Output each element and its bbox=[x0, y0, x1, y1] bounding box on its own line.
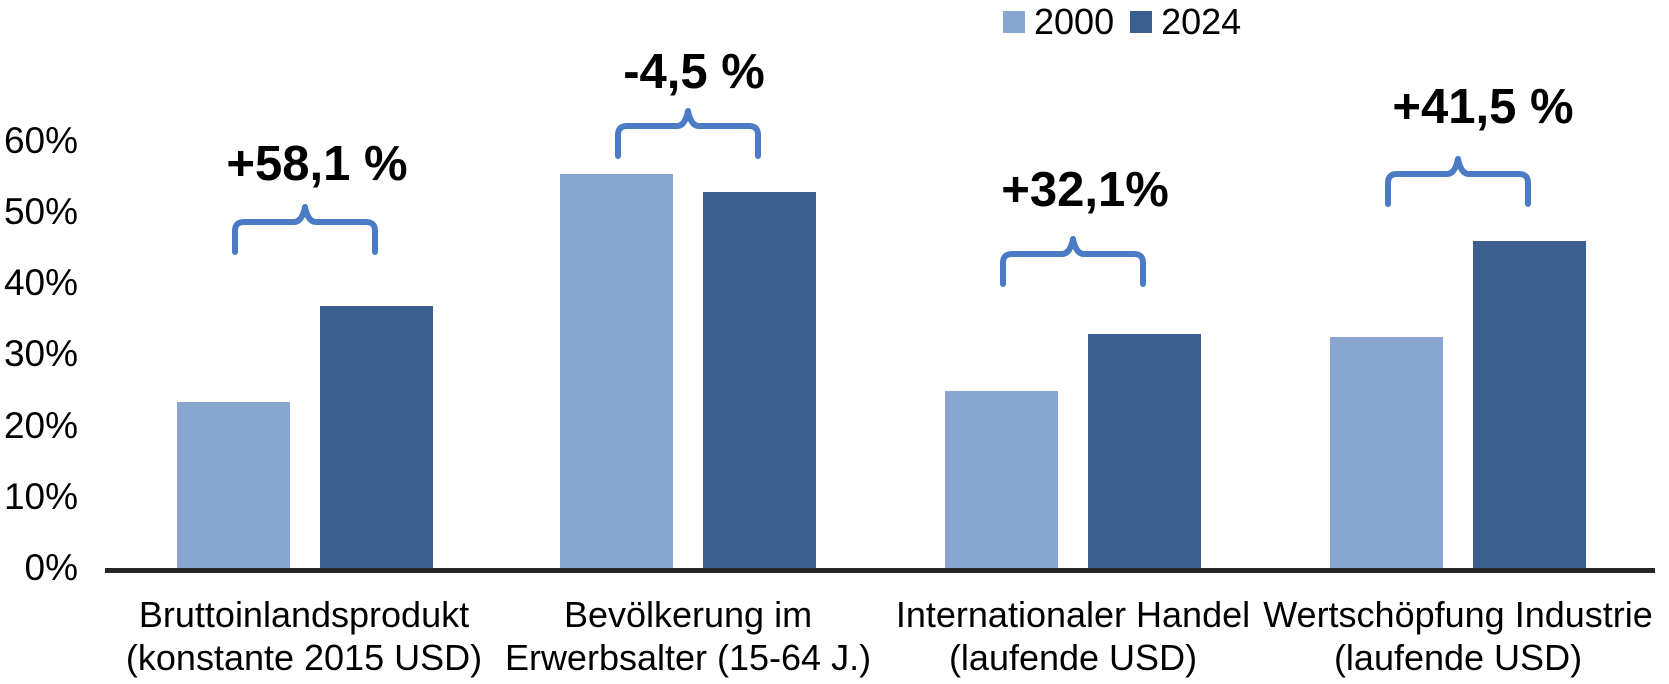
y-tick-label-10: 10% bbox=[3, 475, 78, 517]
bar-2024-group-4 bbox=[1473, 241, 1586, 568]
category-label-line1: Bruttoinlandsprodukt bbox=[138, 594, 470, 635]
category-label-line2: (laufende USD) bbox=[1333, 637, 1583, 678]
bar-2024-group-3 bbox=[1088, 334, 1201, 568]
legend: 2000 2024 bbox=[1003, 4, 1241, 40]
legend-label-2024: 2024 bbox=[1161, 1, 1242, 42]
y-tick-label-0: 0% bbox=[24, 547, 78, 588]
category-label-group-3: Internationaler Handel (laufende USD) bbox=[853, 593, 1293, 679]
category-label-line2: (konstante 2015 USD) bbox=[125, 637, 483, 678]
y-tick-label-40: 40% bbox=[3, 262, 78, 304]
bar-2024-group-2 bbox=[703, 192, 816, 568]
legend-item-2000: 2000 bbox=[1003, 4, 1114, 40]
legend-swatch-2024 bbox=[1130, 11, 1153, 33]
category-label-line1: Internationaler Handel bbox=[895, 594, 1251, 635]
change-label-group-4: +41,5 % bbox=[1392, 80, 1574, 134]
curly-brace-icon bbox=[1385, 156, 1531, 207]
category-label-line1: Wertschöpfung Industrie bbox=[1263, 594, 1653, 635]
bar-2000-group-3 bbox=[945, 391, 1058, 568]
change-label-group-1: +58,1 % bbox=[226, 137, 408, 191]
change-label-group-3: +32,1% bbox=[1001, 163, 1169, 217]
category-label-line1: Bevölkerung im bbox=[563, 594, 813, 635]
bar-2024-group-1 bbox=[320, 306, 433, 568]
y-tick-label-20: 20% bbox=[3, 404, 78, 446]
curly-brace-icon bbox=[615, 108, 761, 159]
legend-item-2024: 2024 bbox=[1130, 4, 1241, 40]
bar-2000-group-4 bbox=[1330, 337, 1443, 568]
change-label-group-2: -4,5 % bbox=[623, 45, 765, 99]
category-label-line2: Erwerbsalter (15-64 J.) bbox=[504, 637, 872, 678]
y-tick-label-50: 50% bbox=[3, 191, 78, 233]
bar-2000-group-1 bbox=[177, 402, 290, 568]
curly-brace-icon bbox=[1000, 236, 1146, 287]
category-label-line2: (laufende USD) bbox=[948, 637, 1198, 678]
y-tick-label-60: 60% bbox=[3, 119, 78, 161]
y-tick-label-30: 30% bbox=[3, 333, 78, 375]
category-label-group-4: Wertschöpfung Industrie (laufende USD) bbox=[1238, 593, 1669, 679]
category-label-group-1: Bruttoinlandsprodukt (konstante 2015 USD) bbox=[84, 593, 524, 679]
bar-2000-group-2 bbox=[560, 174, 673, 568]
category-label-group-2: Bevölkerung im Erwerbsalter (15-64 J.) bbox=[468, 593, 908, 679]
x-axis-line bbox=[105, 568, 1655, 573]
curly-brace-icon bbox=[232, 204, 378, 255]
legend-label-2000: 2000 bbox=[1034, 1, 1115, 42]
legend-swatch-2000 bbox=[1003, 11, 1025, 33]
